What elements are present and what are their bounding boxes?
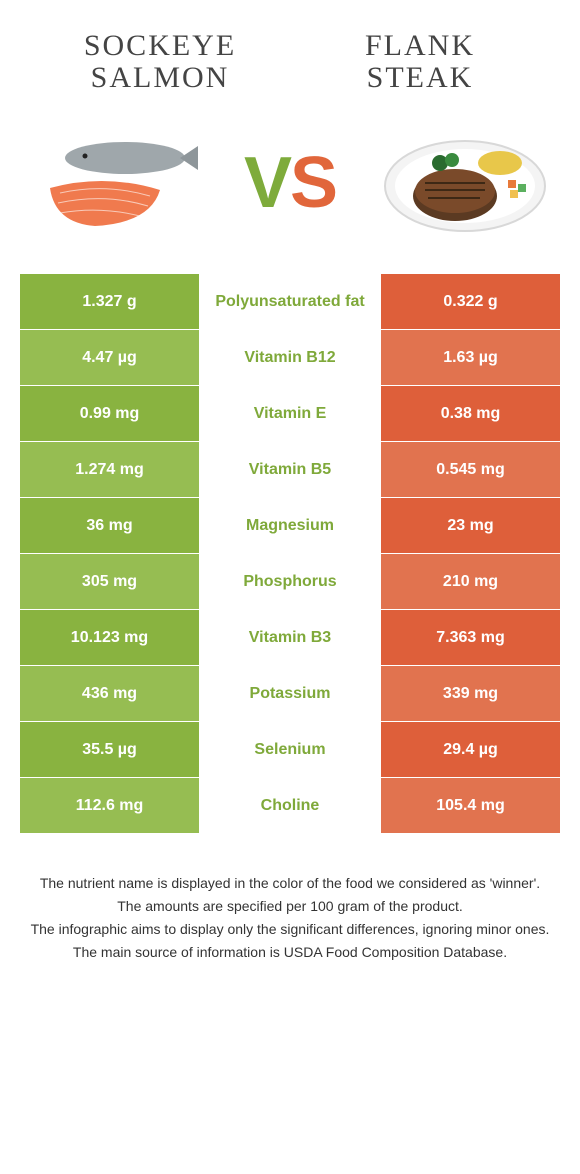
left-food-title: SOCKEYE SALMON bbox=[50, 30, 270, 93]
nutrient-name: Phosphorus bbox=[200, 553, 380, 609]
table-row: 305 mgPhosphorus210 mg bbox=[20, 553, 560, 609]
nutrient-name: Potassium bbox=[200, 665, 380, 721]
vs-label: VS bbox=[244, 142, 336, 224]
left-value: 1.274 mg bbox=[20, 441, 200, 497]
table-row: 1.327 gPolyunsaturated fat0.322 g bbox=[20, 273, 560, 329]
right-value: 7.363 mg bbox=[380, 609, 560, 665]
left-value: 35.5 µg bbox=[20, 721, 200, 777]
steak-image bbox=[380, 123, 550, 243]
vs-v: V bbox=[244, 143, 290, 223]
right-value: 0.38 mg bbox=[380, 385, 560, 441]
left-value: 1.327 g bbox=[20, 273, 200, 329]
nutrient-name: Vitamin B5 bbox=[200, 441, 380, 497]
salmon-image bbox=[30, 123, 200, 243]
left-value: 0.99 mg bbox=[20, 385, 200, 441]
table-row: 0.99 mgVitamin E0.38 mg bbox=[20, 385, 560, 441]
image-row: VS bbox=[0, 103, 580, 273]
table-row: 35.5 µgSelenium29.4 µg bbox=[20, 721, 560, 777]
footnotes: The nutrient name is displayed in the co… bbox=[0, 833, 580, 963]
right-value: 0.322 g bbox=[380, 273, 560, 329]
table-row: 36 mgMagnesium23 mg bbox=[20, 497, 560, 553]
left-value: 305 mg bbox=[20, 553, 200, 609]
right-food-title: FLANK STEAK bbox=[310, 30, 530, 93]
footnote-line: The main source of information is USDA F… bbox=[30, 942, 550, 963]
left-value: 436 mg bbox=[20, 665, 200, 721]
left-value: 36 mg bbox=[20, 497, 200, 553]
table-row: 112.6 mgCholine105.4 mg bbox=[20, 777, 560, 833]
right-value: 0.545 mg bbox=[380, 441, 560, 497]
right-value: 339 mg bbox=[380, 665, 560, 721]
footnote-line: The nutrient name is displayed in the co… bbox=[30, 873, 550, 894]
nutrient-table: 1.327 gPolyunsaturated fat0.322 g4.47 µg… bbox=[20, 273, 560, 833]
nutrient-name: Vitamin B3 bbox=[200, 609, 380, 665]
table-row: 10.123 mgVitamin B37.363 mg bbox=[20, 609, 560, 665]
nutrient-name: Vitamin E bbox=[200, 385, 380, 441]
nutrient-name: Selenium bbox=[200, 721, 380, 777]
right-value: 29.4 µg bbox=[380, 721, 560, 777]
nutrient-name: Vitamin B12 bbox=[200, 329, 380, 385]
right-value: 210 mg bbox=[380, 553, 560, 609]
right-value: 1.63 µg bbox=[380, 329, 560, 385]
right-value: 23 mg bbox=[380, 497, 560, 553]
footnote-line: The amounts are specified per 100 gram o… bbox=[30, 896, 550, 917]
header-titles: SOCKEYE SALMON FLANK STEAK bbox=[0, 0, 580, 103]
nutrient-name: Magnesium bbox=[200, 497, 380, 553]
left-value: 4.47 µg bbox=[20, 329, 200, 385]
table-row: 1.274 mgVitamin B50.545 mg bbox=[20, 441, 560, 497]
footnote-line: The infographic aims to display only the… bbox=[30, 919, 550, 940]
nutrient-name: Choline bbox=[200, 777, 380, 833]
right-value: 105.4 mg bbox=[380, 777, 560, 833]
table-row: 436 mgPotassium339 mg bbox=[20, 665, 560, 721]
vs-s: S bbox=[290, 143, 336, 223]
table-row: 4.47 µgVitamin B121.63 µg bbox=[20, 329, 560, 385]
left-value: 112.6 mg bbox=[20, 777, 200, 833]
nutrient-name: Polyunsaturated fat bbox=[200, 273, 380, 329]
left-value: 10.123 mg bbox=[20, 609, 200, 665]
